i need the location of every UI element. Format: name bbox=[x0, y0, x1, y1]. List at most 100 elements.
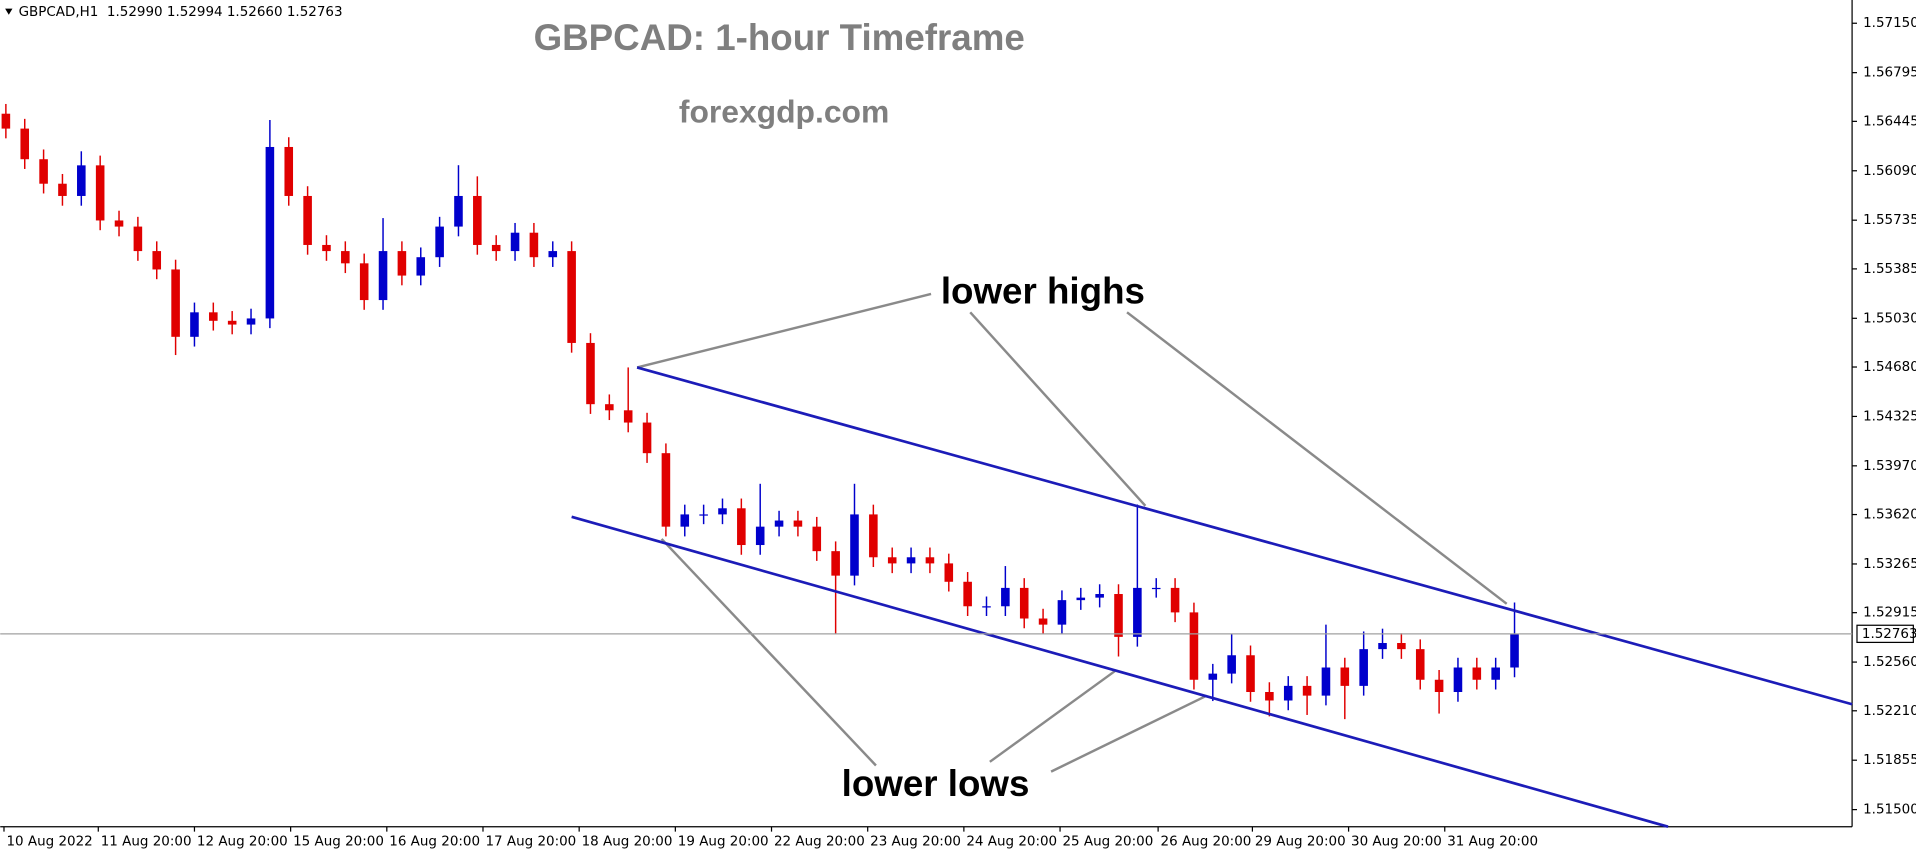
candle-body bbox=[246, 318, 256, 325]
candle-body bbox=[831, 551, 840, 576]
y-tick-label: 1.55385 bbox=[1863, 261, 1916, 277]
candle-body bbox=[1, 113, 11, 129]
y-tick-label: 1.51500 bbox=[1863, 802, 1916, 818]
candle-body bbox=[623, 410, 633, 423]
candle-body bbox=[114, 220, 124, 227]
pointer-line bbox=[660, 538, 877, 767]
x-tick-label: 17 Aug 20:00 bbox=[485, 833, 576, 849]
candle-body bbox=[435, 226, 444, 258]
candle-body bbox=[1321, 667, 1331, 696]
chart-subtitle: forexgdp.com bbox=[679, 93, 889, 129]
candle-body bbox=[1453, 667, 1463, 693]
candle-body bbox=[20, 128, 30, 160]
current-price-label: 1.52763 bbox=[1862, 626, 1916, 642]
candle-body bbox=[605, 404, 614, 411]
pointer-line bbox=[1126, 311, 1508, 605]
candle-body bbox=[1265, 692, 1274, 701]
candle-body bbox=[1133, 587, 1142, 637]
candle-body bbox=[133, 226, 143, 252]
candle-body bbox=[642, 422, 652, 454]
candle-body bbox=[95, 165, 105, 221]
pointer-line bbox=[989, 670, 1116, 763]
candle-body bbox=[699, 514, 708, 516]
x-tick-label: 31 Aug 20:00 bbox=[1447, 833, 1538, 849]
candle-body bbox=[793, 520, 803, 527]
candle-body bbox=[190, 312, 199, 337]
candle-body bbox=[1246, 655, 1255, 693]
candle-body bbox=[171, 269, 180, 337]
pointers bbox=[636, 292, 1508, 773]
candle-body bbox=[529, 232, 539, 258]
candle-body bbox=[378, 251, 388, 301]
candle-body bbox=[718, 508, 727, 515]
candle-body bbox=[1302, 685, 1312, 696]
candle-body bbox=[661, 453, 671, 527]
candle-body bbox=[265, 146, 275, 319]
annotation: lower lows bbox=[842, 763, 1030, 804]
candle-body bbox=[1001, 587, 1010, 607]
candle-body bbox=[887, 557, 897, 564]
candle-body bbox=[982, 606, 991, 608]
candle-body bbox=[397, 251, 407, 276]
x-tick-label: 11 Aug 20:00 bbox=[101, 833, 192, 849]
candle-body bbox=[341, 251, 350, 264]
candle-body bbox=[1415, 649, 1425, 680]
candle-body bbox=[944, 563, 954, 582]
candle-body bbox=[1057, 600, 1067, 625]
candle-body bbox=[1283, 685, 1293, 701]
candle-body bbox=[737, 508, 746, 546]
x-tick-label: 18 Aug 20:00 bbox=[582, 833, 673, 849]
trendline bbox=[636, 366, 1853, 706]
candle-body bbox=[454, 195, 463, 227]
pointer-line bbox=[1050, 694, 1208, 773]
y-tick-label: 1.55030 bbox=[1863, 310, 1916, 326]
candle-body bbox=[284, 146, 294, 196]
current-price-box bbox=[1856, 624, 1914, 644]
y-tick-label: 1.54325 bbox=[1863, 408, 1916, 424]
candle-body bbox=[1510, 633, 1519, 668]
y-tick-label: 1.55735 bbox=[1863, 212, 1916, 228]
y-tick-label: 1.52560 bbox=[1863, 654, 1916, 670]
candle-body bbox=[1038, 618, 1048, 625]
candle-body bbox=[473, 195, 482, 245]
y-tick-label: 1.53970 bbox=[1863, 458, 1916, 474]
y-tick-label: 1.52915 bbox=[1863, 605, 1916, 621]
x-tick-label: 10 Aug 2022 bbox=[6, 833, 92, 849]
x-tick-label: 26 Aug 20:00 bbox=[1161, 833, 1252, 849]
candle-body bbox=[1151, 587, 1161, 590]
candle-body bbox=[1434, 679, 1444, 693]
candle-body bbox=[152, 251, 162, 270]
candle-body bbox=[491, 244, 501, 252]
candle-body bbox=[39, 159, 48, 184]
y-tick-label: 1.52210 bbox=[1863, 703, 1916, 719]
candle-body bbox=[1491, 667, 1500, 680]
candle-body bbox=[1378, 643, 1387, 650]
candle-body bbox=[1114, 594, 1123, 637]
candle-body bbox=[1340, 667, 1350, 686]
candle-body bbox=[77, 165, 86, 196]
chart-title: GBPCAD: 1-hour Timeframe bbox=[534, 17, 1025, 58]
candle-body bbox=[1472, 667, 1482, 680]
candle-body bbox=[1019, 587, 1029, 619]
menu-icon bbox=[5, 8, 13, 15]
candle-body bbox=[303, 195, 312, 245]
candle-body bbox=[755, 526, 765, 546]
x-tick-label: 12 Aug 20:00 bbox=[197, 833, 288, 849]
pointer-line bbox=[969, 311, 1147, 507]
x-tick-label: 19 Aug 20:00 bbox=[678, 833, 769, 849]
candle-body bbox=[322, 244, 331, 252]
candle-body bbox=[227, 320, 237, 325]
x-tick-label: 22 Aug 20:00 bbox=[774, 833, 865, 849]
y-tick-label: 1.51855 bbox=[1863, 752, 1916, 768]
candle-body bbox=[1359, 649, 1368, 686]
candle-body bbox=[416, 257, 426, 276]
y-tick-label: 1.53620 bbox=[1863, 507, 1916, 523]
candle-body bbox=[58, 183, 67, 196]
candle-body bbox=[548, 251, 558, 258]
candle-body bbox=[680, 514, 690, 527]
candle-body bbox=[510, 232, 520, 252]
x-tick-label: 23 Aug 20:00 bbox=[870, 833, 961, 849]
